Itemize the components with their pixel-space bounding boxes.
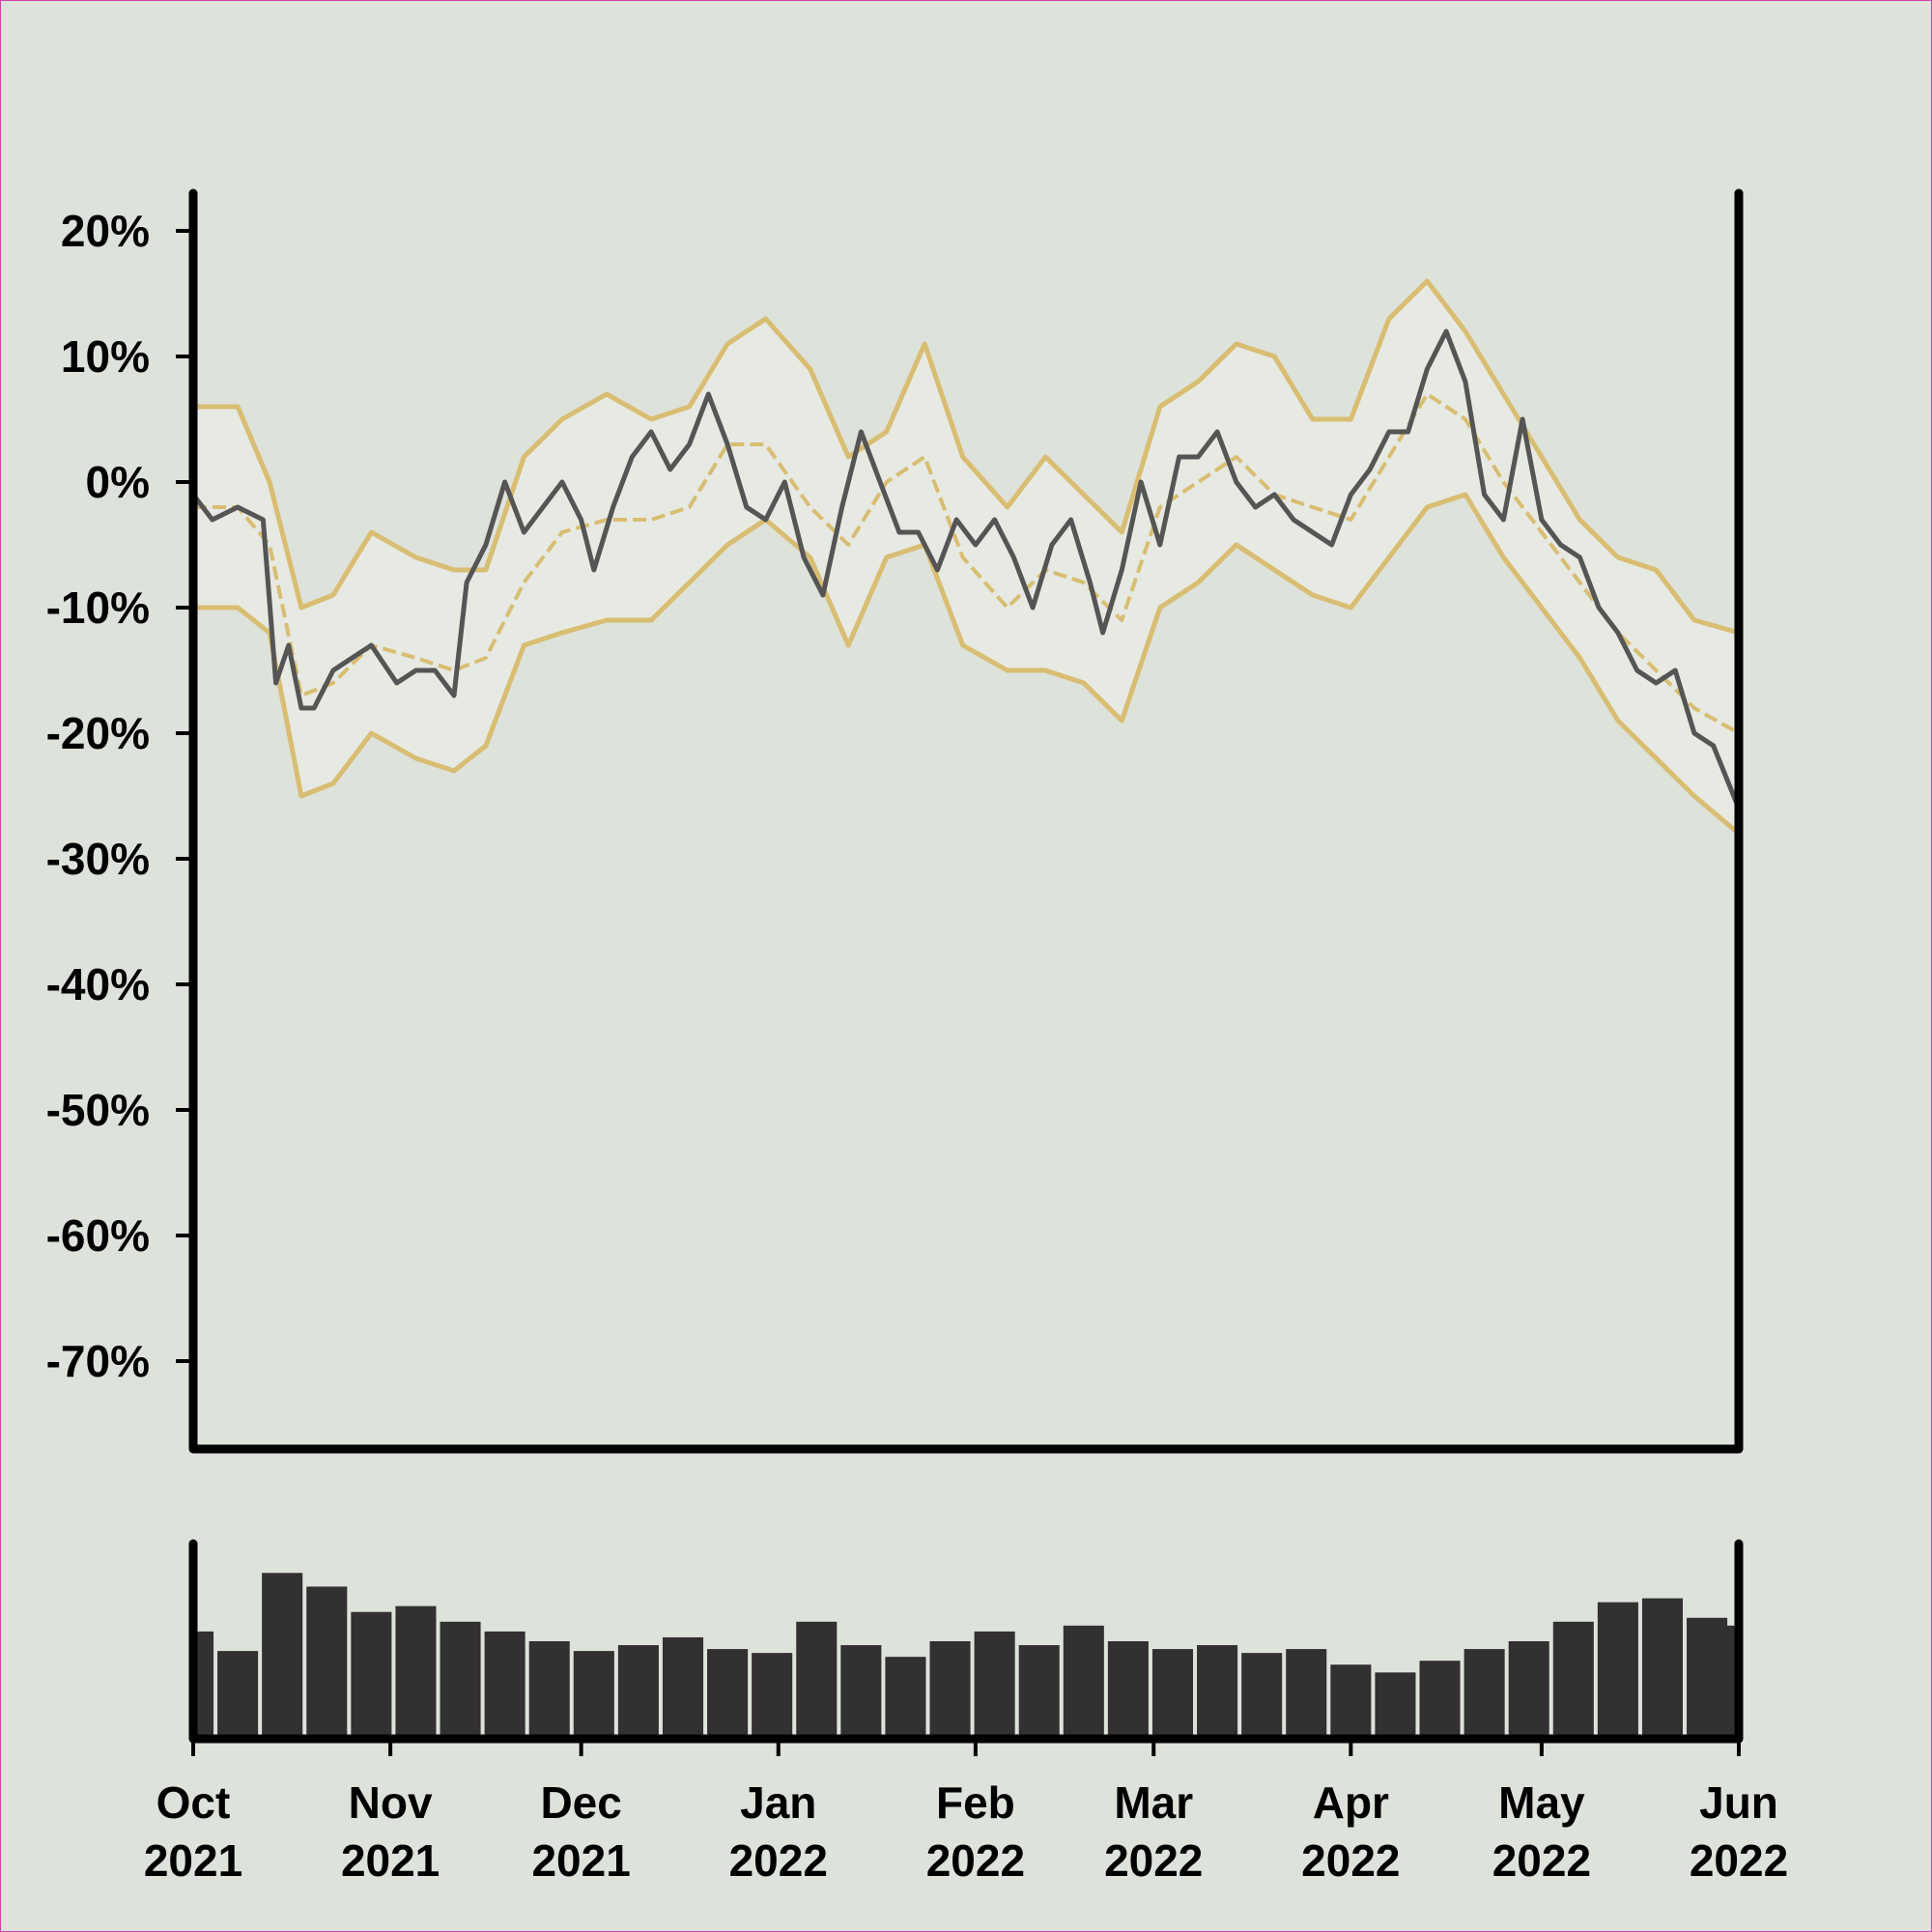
volume-bar [193, 1631, 214, 1739]
y-tick-label: -50% [46, 1085, 150, 1135]
volume-bar [484, 1631, 526, 1739]
volume-bar [707, 1649, 749, 1739]
band-middle-line [193, 392, 1740, 735]
x-tick-year-label: 2022 [1104, 1835, 1203, 1886]
y-tick-label: -30% [46, 834, 150, 884]
volume-bar [1151, 1649, 1194, 1739]
band-fill [193, 281, 1739, 834]
volume-bar [306, 1586, 348, 1739]
x-tick-year-label: 2022 [729, 1835, 828, 1886]
volume-bar [351, 1611, 392, 1739]
volume-bar [395, 1605, 437, 1739]
volume-bar [1107, 1641, 1149, 1739]
volume-bar [1508, 1641, 1549, 1739]
x-tick-month-label: Jan [740, 1777, 816, 1828]
volume-bar [1375, 1672, 1416, 1739]
x-tick-month-label: Apr [1313, 1777, 1389, 1828]
x-axis: Oct 2021 Nov 2021 Dec 2021 Jan 2022 Feb 2022 Mar 20… [144, 1739, 1788, 1886]
y-tick-label: 20% [61, 206, 150, 256]
volume-bar [1419, 1661, 1461, 1739]
y-tick-label: -10% [46, 582, 150, 633]
volume-bar [1286, 1649, 1327, 1739]
volume-bar [1463, 1649, 1505, 1739]
y-axis: 20% 10% 0% -10% -20% -30% -40% -50% -60% -70% [46, 206, 193, 1386]
x-tick-month-label: Jun [1699, 1777, 1778, 1828]
x-tick-year-label: 2022 [1301, 1835, 1400, 1886]
band-lower-line [193, 492, 1741, 836]
x-tick-month-label: Oct [156, 1777, 231, 1828]
volume-bar [974, 1631, 1015, 1739]
y-tick-label: -70% [46, 1336, 150, 1386]
price-panel [188, 188, 1744, 1454]
y-tick-label: -60% [46, 1210, 150, 1261]
x-tick-year-label: 2021 [531, 1835, 630, 1886]
y-tick-label: -20% [46, 708, 150, 758]
volume-bar [1018, 1645, 1060, 1739]
x-tick-month-label: Feb [936, 1777, 1015, 1828]
y-tick-label: 0% [86, 457, 150, 507]
volume-bar [840, 1645, 882, 1739]
band-upper-line [193, 278, 1740, 636]
volume-bar [1641, 1598, 1684, 1739]
volume-bar [1241, 1653, 1283, 1739]
volume-bar [262, 1573, 303, 1739]
volume-bar [752, 1653, 793, 1739]
x-tick-month-label: May [1498, 1777, 1585, 1828]
volume-bar [617, 1645, 659, 1739]
volume-bar [440, 1621, 481, 1739]
x-tick-year-label: 2021 [144, 1835, 242, 1886]
y-tick-label: -40% [46, 959, 150, 1009]
x-tick-month-label: Mar [1114, 1777, 1193, 1828]
volume-bar [1718, 1625, 1739, 1739]
volume-bar [528, 1641, 570, 1739]
y-tick-label: 10% [61, 331, 150, 382]
volume-bar [1197, 1645, 1238, 1739]
x-tick-month-label: Nov [349, 1777, 433, 1828]
volume-bar [217, 1651, 259, 1739]
price-line [191, 328, 1742, 810]
x-tick-year-label: 2022 [1492, 1835, 1591, 1886]
x-tick-month-label: Dec [540, 1777, 621, 1828]
volume-panel [188, 1539, 1744, 1744]
volume-bar [929, 1641, 971, 1739]
volume-bar [885, 1657, 926, 1739]
volume-bar [573, 1651, 614, 1739]
volume-bar [662, 1636, 704, 1739]
x-tick-year-label: 2021 [341, 1835, 440, 1886]
volume-bar [1552, 1621, 1594, 1739]
x-tick-year-label: 2022 [926, 1835, 1025, 1886]
volume-bar [1063, 1625, 1104, 1739]
x-tick-year-label: 2022 [1690, 1835, 1788, 1886]
volume-bar [1330, 1664, 1372, 1739]
volume-bar [796, 1621, 838, 1739]
volume-bar [1597, 1602, 1638, 1739]
